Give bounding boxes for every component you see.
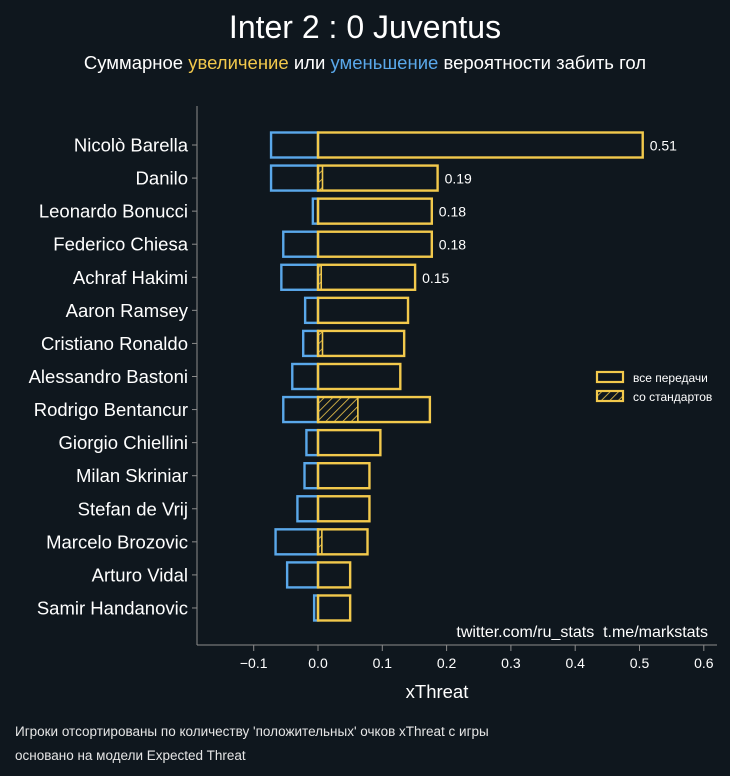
watermark: twitter.com/ru_stats t.me/markstats: [456, 624, 708, 641]
bar-decrease-giorgio-chiellini: [305, 428, 320, 457]
y-label-federico-chiesa: Federico Chiesa: [53, 234, 188, 255]
x-axis-label: xThreat: [406, 681, 469, 702]
bar-decrease-cristiano-ronaldo: [302, 329, 320, 358]
x-tick-label-6: 0.5: [630, 655, 650, 671]
bar-decrease-aaron-ramsey: [303, 296, 320, 325]
bar-increase-federico-chiesa: [316, 230, 434, 258]
bar-decrease-nicolo-barella: [269, 131, 320, 159]
y-label-rodrigo-bentancur: Rodrigo Bentancur: [34, 399, 188, 420]
bar-decrease-achraf-hakimi: [280, 263, 320, 291]
y-label-giorgio-chiellini: Giorgio Chiellini: [58, 432, 188, 453]
y-label-arturo-vidal: Arturo Vidal: [92, 564, 188, 585]
bar-decrease-stefan-de-vrij: [296, 495, 320, 523]
value-label-danilo: 0.19: [445, 171, 472, 187]
x-tick-label-0: −0.1: [240, 655, 268, 671]
bar-setpiece-achraf-hakimi: [317, 263, 323, 291]
bar-setpiece-cristiano-ronaldo: [317, 330, 324, 357]
x-tick-label-3: 0.2: [437, 655, 457, 671]
bar-increase-cristiano-ronaldo: [316, 329, 406, 358]
bar-decrease-alessandro-bastoni: [291, 362, 320, 391]
value-label-nicolo-barella: 0.51: [650, 138, 677, 154]
bar-decrease-rodrigo-bentancur: [282, 395, 320, 424]
y-label-nicolo-barella: Nicolò Barella: [74, 135, 189, 156]
legend-label-set-pieces: со стандартов: [633, 390, 712, 404]
bar-decrease-arturo-vidal: [285, 561, 320, 589]
x-tick-label-1: 0.0: [308, 655, 328, 671]
subtitle-part-3: вероятности забить гол: [438, 52, 647, 73]
bar-increase-stefan-de-vrij: [316, 495, 371, 523]
bar-decrease-marcelo-brozovic: [274, 528, 320, 556]
bar-increase-giorgio-chiellini: [316, 428, 382, 457]
legend-swatch-set-pieces: [595, 389, 625, 403]
subtitle-part-2: или: [288, 52, 331, 73]
footnote-sort-note: Игроки отсортированы по количеству 'поло…: [15, 724, 489, 739]
bar-increase-nicolo-barella: [316, 131, 644, 159]
y-label-aaron-ramsey: Aaron Ramsey: [66, 300, 189, 321]
bar-increase-aaron-ramsey: [316, 296, 410, 325]
x-tick-label-4: 0.3: [501, 655, 521, 671]
chart-title: Inter 2 : 0 Juventus: [228, 9, 502, 45]
y-label-leonardo-bonucci: Leonardo Bonucci: [39, 201, 188, 222]
value-label-achraf-hakimi: 0.15: [422, 270, 449, 286]
bar-decrease-milan-skriniar: [303, 462, 320, 490]
y-label-milan-skriniar: Milan Skriniar: [76, 465, 188, 486]
x-tick-label-5: 0.4: [565, 655, 585, 671]
chart-subtitle: Суммарное увеличение или уменьшение веро…: [0, 52, 730, 74]
bar-increase-samir-handanovic: [316, 594, 352, 622]
y-label-achraf-hakimi: Achraf Hakimi: [73, 267, 188, 288]
y-label-alessandro-bastoni: Alessandro Bastoni: [29, 366, 188, 387]
value-label-leonardo-bonucci: 0.18: [439, 204, 466, 220]
bar-increase-danilo: [316, 164, 439, 192]
footnote-model-note: основано на модели Expected Threat: [15, 748, 246, 763]
y-label-samir-handanovic: Samir Handanovic: [37, 597, 188, 618]
legend: все передачи со стандартов: [595, 370, 712, 404]
bar-increase-alessandro-bastoni: [316, 362, 402, 391]
bar-increase-arturo-vidal: [316, 561, 352, 589]
legend-label-all-passes: все передачи: [633, 371, 708, 385]
value-label-federico-chiesa: 0.18: [439, 237, 466, 253]
legend-swatch-all-passes: [595, 370, 625, 384]
x-tick-label-2: 0.1: [373, 655, 393, 671]
bar-setpiece-rodrigo-bentancur: [317, 396, 359, 423]
increase-bars: [316, 131, 644, 622]
bar-increase-achraf-hakimi: [316, 263, 417, 291]
x-tick-label-7: 0.6: [694, 655, 714, 671]
y-label-cristiano-ronaldo: Cristiano Ronaldo: [41, 333, 188, 354]
x-ticks: −0.1 0.0 0.1 0.2 0.3 0.4 0.5 0.6: [240, 645, 714, 671]
y-tick-labels: Nicolò Barella Danilo Leonardo Bonucci Fede…: [29, 135, 197, 618]
y-label-stefan-de-vrij: Stefan de Vrij: [78, 498, 188, 519]
subtitle-part-1: Суммарное: [83, 52, 189, 73]
y-label-danilo: Danilo: [136, 168, 188, 189]
value-labels: 0.51 0.19 0.18 0.18 0.15: [422, 138, 677, 286]
subtitle-increase-word: увеличение: [188, 52, 289, 73]
subtitle-decrease-word: уменьшение: [330, 52, 439, 73]
bar-setpiece-danilo: [317, 164, 324, 192]
bar-setpiece-marcelo-brozovic: [317, 528, 323, 556]
bar-decrease-danilo: [269, 164, 320, 192]
bar-increase-marcelo-brozovic: [316, 528, 369, 556]
bar-decrease-federico-chiesa: [282, 230, 320, 258]
y-label-marcelo-brozovic: Marcelo Brozovic: [46, 531, 188, 552]
bar-increase-leonardo-bonucci: [316, 197, 434, 225]
decrease-bars: [269, 131, 320, 622]
set-piece-bars: [317, 164, 359, 556]
bar-increase-milan-skriniar: [316, 462, 371, 490]
